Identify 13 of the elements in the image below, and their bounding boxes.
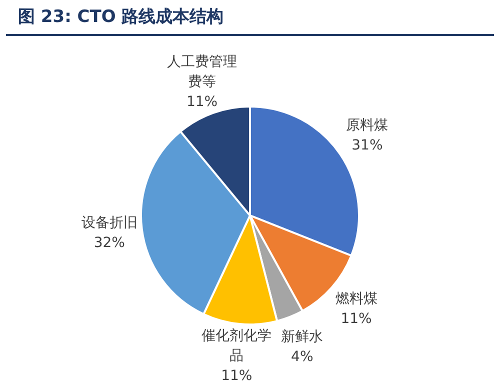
data-label: 31% [352,137,383,154]
chart-title: 图 23: CTO 路线成本结构 [6,0,494,36]
data-label: 11% [340,310,372,327]
data-label: 11% [221,368,252,384]
slice-label: 原料煤 [346,117,388,134]
data-label: 4% [291,348,314,365]
data-label: 11% [186,94,218,110]
data-label: 32% [94,234,125,251]
slice-label: 设备折旧 [81,214,138,231]
slice-label: 人工费管理费等 [167,54,237,90]
slice-label: 催化剂化学品 [202,328,272,364]
slice-label: 燃料煤 [335,290,378,307]
slice-label: 新鲜水 [281,328,324,345]
